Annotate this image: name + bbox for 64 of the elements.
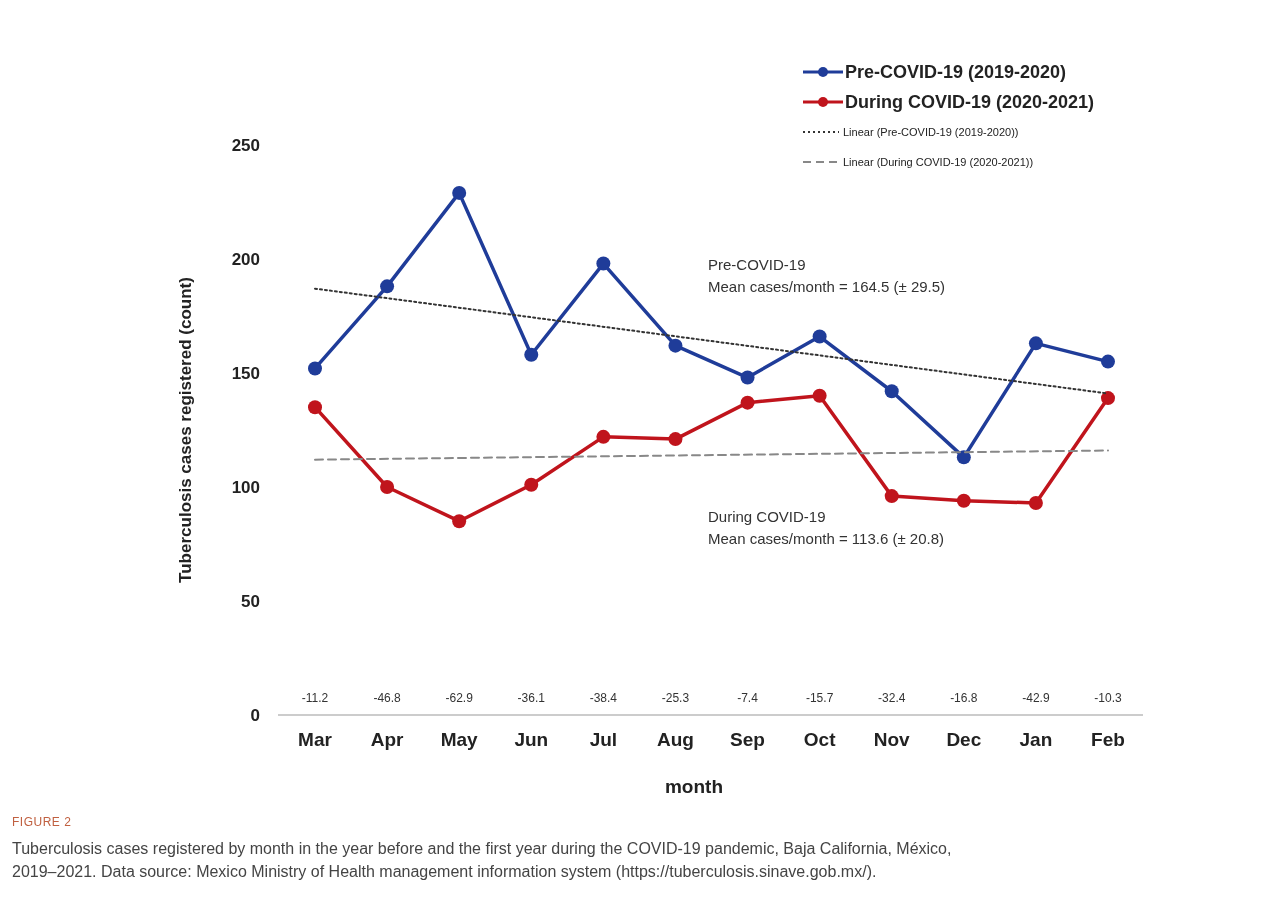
y-tick-label: 100 [231,477,260,497]
y-tick-label: 250 [231,135,260,155]
point [668,338,683,353]
annotation: -46.8 [373,691,402,705]
annotation: -15.7 [805,691,834,705]
legend-label: During COVID-19 (2020-2021) [845,92,1095,113]
point [452,514,467,529]
legend-label: Linear (Pre-COVID-19 (2019-2020)) [843,125,1019,138]
annotation: -25.3 [661,691,690,705]
annotation: -62.9 [445,691,474,705]
x-tick-label: Sep [730,729,765,750]
x-tick-label: Mar [298,729,333,750]
point [308,361,322,376]
point [740,395,755,410]
point [812,388,827,403]
annotation: -42.9 [1022,691,1050,705]
y-tick-label: 0 [250,705,260,725]
x-tick-label: Jul [589,729,618,750]
annotation: -16.8 [950,691,978,705]
point [524,347,539,362]
annotation: -36.1 [517,691,546,705]
annotation: -10.3 [1094,691,1122,705]
x-tick-label: Jan [1019,729,1053,750]
annotation: -32.4 [878,691,906,705]
point [596,256,611,271]
point [956,450,971,465]
point [812,329,827,344]
text: FIGURE 2 [12,815,72,829]
annotation: -38.4 [589,691,618,705]
point [452,185,467,200]
annotation: -7.4 [737,691,759,705]
point [380,279,395,294]
x-tick-label: Jun [514,729,549,750]
point [884,489,899,504]
annotation: Pre-COVID-19 Mean cases/month = 164.5 (± 29.5) [708,256,946,295]
point [884,384,899,399]
x-tick-label: Dec [946,729,982,750]
x-tick-label: Nov [873,729,911,750]
point [1101,354,1115,369]
y-tick-label: 50 [241,591,260,611]
point [1028,495,1043,510]
point [1028,336,1043,351]
y-tick-label: 150 [231,363,260,383]
point [596,429,611,444]
y-axis-title: Tuberculosis cases registered (count) [176,277,195,583]
point [956,493,971,508]
y-tick-label: 200 [231,249,260,269]
x-tick-label: May [440,729,479,750]
x-tick-label: Aug [656,729,694,750]
text: Tuberculosis cases registered by month in the year before and the first year during the COVID-19 pandemic, Baja California, México, 2019–2021. Data source: Mexico Ministry of Health management information system (https://tuberculosis.sinave.gob.mx/). [12,840,952,880]
point [1101,391,1115,406]
x-tick-label: Oct [803,729,837,750]
point [668,432,683,447]
point [308,400,322,415]
annotation: -11.2 [301,691,329,705]
legend-label: Pre-COVID-19 (2019-2020) [845,62,1067,83]
x-axis-title: month [664,776,724,797]
x-tick-label: Feb [1091,729,1125,750]
point [740,370,755,385]
annotation: During COVID-19 Mean cases/month = 113.6 (± 20.8) [708,508,945,547]
point [380,480,395,494]
point [524,477,539,492]
x-tick-label: Apr [370,729,405,750]
legend-label: Linear (During COVID-19 (2020-2021)) [843,155,1034,168]
